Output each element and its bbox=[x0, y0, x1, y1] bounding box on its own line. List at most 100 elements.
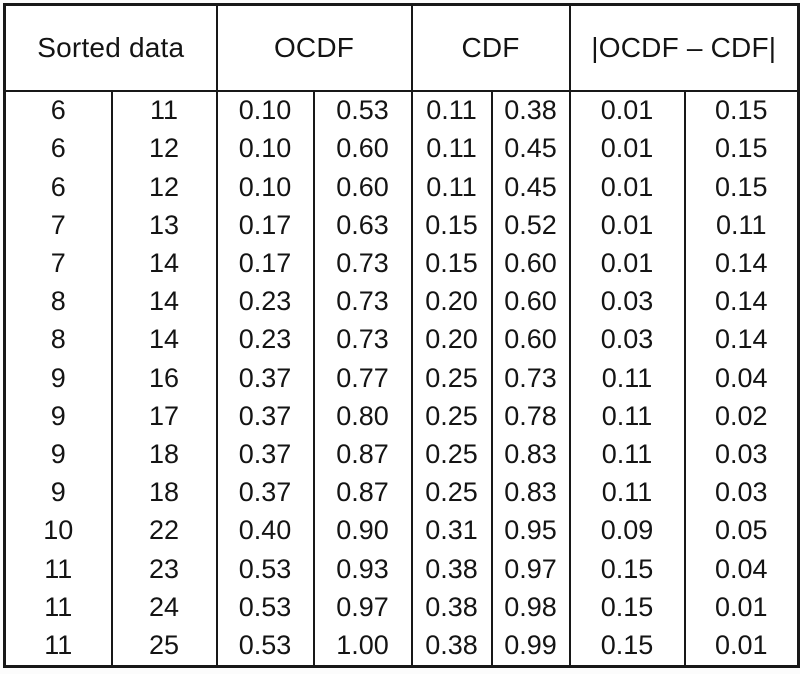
table-cell: 0.10 bbox=[215, 168, 314, 207]
table-cell: 0.14 bbox=[683, 320, 799, 360]
table-row: 9 17 0.37 0.80 0.25 0.78 0.11 0.02 bbox=[4, 397, 799, 436]
table-cell: 8 bbox=[4, 282, 112, 321]
table-cell: 0.53 bbox=[215, 626, 314, 667]
table-cell: 0.03 bbox=[568, 320, 685, 360]
table-cell: 0.11 bbox=[568, 435, 685, 474]
table-cell: 0.17 bbox=[215, 206, 314, 245]
table-cell: 0.60 bbox=[312, 129, 412, 169]
table-cell: 0.20 bbox=[410, 320, 492, 360]
table-cell: 0.37 bbox=[215, 397, 314, 436]
table-cell: 17 bbox=[110, 397, 217, 436]
table-cell: 0.10 bbox=[215, 90, 314, 130]
table-cell: 0.10 bbox=[215, 129, 314, 169]
table-cell: 0.97 bbox=[490, 550, 570, 589]
table-cell: 0.25 bbox=[410, 359, 492, 398]
table-row: 6 12 0.10 0.60 0.11 0.45 0.01 0.15 bbox=[4, 129, 799, 169]
table-body: 6 11 0.10 0.53 0.11 0.38 0.01 0.15 6 12 0.10 0.60 0.… bbox=[4, 90, 799, 667]
header-cdf: CDF bbox=[410, 4, 570, 92]
table-cell: 0.60 bbox=[490, 282, 570, 321]
table-cell: 0.15 bbox=[568, 626, 685, 667]
table-row: 9 18 0.37 0.87 0.25 0.83 0.11 0.03 bbox=[4, 435, 799, 474]
table-cell: 0.83 bbox=[490, 435, 570, 474]
table-cell: 0.23 bbox=[215, 320, 314, 360]
table-cell: 0.53 bbox=[215, 550, 314, 589]
table-cell: 25 bbox=[110, 626, 217, 667]
table-cell: 9 bbox=[4, 359, 112, 398]
table-cell: 0.60 bbox=[312, 168, 412, 207]
table-cell: 9 bbox=[4, 397, 112, 436]
header-ocdf: OCDF bbox=[215, 4, 412, 92]
table-cell: 0.73 bbox=[312, 282, 412, 321]
table-cell: 11 bbox=[4, 626, 112, 667]
table-cell: 0.73 bbox=[312, 320, 412, 360]
header-sorted-data: Sorted data bbox=[4, 4, 217, 92]
table-cell: 0.03 bbox=[683, 473, 799, 512]
table-cell: 0.38 bbox=[410, 550, 492, 589]
table-cell: 0.15 bbox=[410, 244, 492, 283]
table-cell: 0.01 bbox=[568, 129, 685, 169]
table-cell: 11 bbox=[4, 588, 112, 627]
table-cell: 0.83 bbox=[490, 473, 570, 512]
table-cell: 0.01 bbox=[568, 90, 685, 130]
table-cell: 12 bbox=[110, 168, 217, 207]
table-row: 9 16 0.37 0.77 0.25 0.73 0.11 0.04 bbox=[4, 359, 799, 398]
table-row: 8 14 0.23 0.73 0.20 0.60 0.03 0.14 bbox=[4, 282, 799, 321]
table-cell: 22 bbox=[110, 511, 217, 551]
table-cell: 0.63 bbox=[312, 206, 412, 245]
table-cell: 13 bbox=[110, 206, 217, 245]
table-cell: 7 bbox=[4, 206, 112, 245]
table-cell: 10 bbox=[4, 511, 112, 551]
table-cell: 12 bbox=[110, 129, 217, 169]
table-cell: 0.11 bbox=[410, 90, 492, 130]
table-cell: 0.93 bbox=[312, 550, 412, 589]
table-cell: 0.60 bbox=[490, 320, 570, 360]
table-cell: 0.15 bbox=[683, 90, 799, 130]
table-cell: 0.15 bbox=[410, 206, 492, 245]
table-cell: 11 bbox=[4, 550, 112, 589]
table-cell: 0.53 bbox=[312, 90, 412, 130]
table-cell: 18 bbox=[110, 473, 217, 512]
table-cell: 0.11 bbox=[683, 206, 799, 245]
table-cell: 24 bbox=[110, 588, 217, 627]
table-cell: 0.02 bbox=[683, 397, 799, 436]
ks-test-table: Sorted data OCDF CDF |OCDF – CDF| 6 11 0.1… bbox=[3, 3, 800, 668]
table-cell: 9 bbox=[4, 473, 112, 512]
table-cell: 0.20 bbox=[410, 282, 492, 321]
table-cell: 0.99 bbox=[490, 626, 570, 667]
table-cell: 0.09 bbox=[568, 511, 685, 551]
table-cell: 0.11 bbox=[568, 397, 685, 436]
table-cell: 0.38 bbox=[490, 90, 570, 130]
table-cell: 18 bbox=[110, 435, 217, 474]
table-cell: 0.25 bbox=[410, 435, 492, 474]
table-row: 9 18 0.37 0.87 0.25 0.83 0.11 0.03 bbox=[4, 473, 799, 512]
table-cell: 0.98 bbox=[490, 588, 570, 627]
table-cell: 0.15 bbox=[683, 168, 799, 207]
table-cell: 0.15 bbox=[683, 129, 799, 169]
table-cell: 0.87 bbox=[312, 435, 412, 474]
table-cell: 0.25 bbox=[410, 473, 492, 512]
table-row: 7 13 0.17 0.63 0.15 0.52 0.01 0.11 bbox=[4, 206, 799, 245]
table-cell: 0.53 bbox=[215, 588, 314, 627]
table-cell: 0.45 bbox=[490, 168, 570, 207]
header-ocdf-minus-cdf: |OCDF – CDF| bbox=[568, 4, 799, 92]
table-cell: 0.04 bbox=[683, 359, 799, 398]
table-cell: 0.14 bbox=[683, 282, 799, 321]
table-cell: 0.11 bbox=[410, 129, 492, 169]
table-cell: 0.01 bbox=[683, 588, 799, 627]
table-cell: 0.90 bbox=[312, 511, 412, 551]
table-row: 6 11 0.10 0.53 0.11 0.38 0.01 0.15 bbox=[4, 90, 799, 130]
table-row: 11 24 0.53 0.97 0.38 0.98 0.15 0.01 bbox=[4, 588, 799, 627]
table-cell: 0.38 bbox=[410, 588, 492, 627]
table-row: 8 14 0.23 0.73 0.20 0.60 0.03 0.14 bbox=[4, 320, 799, 360]
table-cell: 0.78 bbox=[490, 397, 570, 436]
table-cell: 0.15 bbox=[568, 550, 685, 589]
table-cell: 1.00 bbox=[312, 626, 412, 667]
table-cell: 0.01 bbox=[568, 244, 685, 283]
table-cell: 9 bbox=[4, 435, 112, 474]
table-cell: 0.37 bbox=[215, 359, 314, 398]
table-header: Sorted data OCDF CDF |OCDF – CDF| bbox=[4, 4, 799, 92]
table-cell: 14 bbox=[110, 282, 217, 321]
table-cell: 0.01 bbox=[568, 168, 685, 207]
table-cell: 23 bbox=[110, 550, 217, 589]
table-cell: 0.73 bbox=[490, 359, 570, 398]
